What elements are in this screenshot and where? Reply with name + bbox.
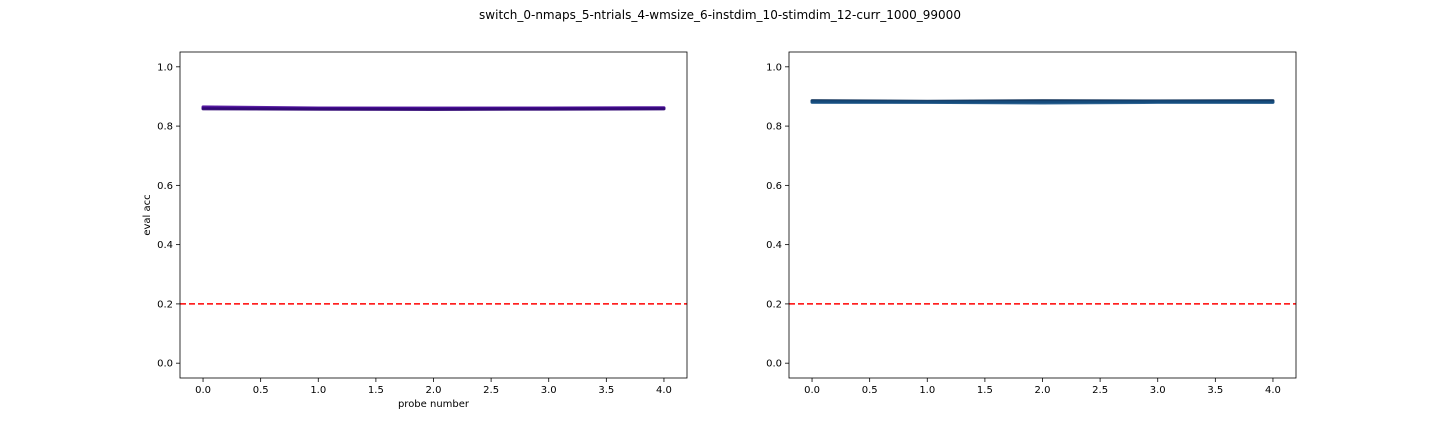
y-tick-label: 0.4 [157, 240, 173, 251]
x-tick-label: 1.0 [919, 385, 935, 396]
x-tick-label: 0.5 [862, 385, 878, 396]
x-axis-label: probe number [398, 399, 470, 410]
figure-suptitle: switch_0-nmaps_5-ntrials_4-wmsize_6-inst… [479, 8, 961, 22]
x-tick-label: 2.5 [1092, 385, 1108, 396]
y-tick-label: 1.0 [157, 62, 173, 73]
y-tick-label: 0.8 [766, 122, 782, 133]
y-tick-label: 0.6 [766, 181, 782, 192]
chart-panel-1: 0.0 0.5 1.0 1.5 2.0 2.5 3.0 3.5 4.0 0.0 0.2 0.4 0.6 0… [142, 51, 688, 410]
x-tick-label: 0.0 [804, 385, 820, 396]
y-tick-label: 1.0 [766, 62, 782, 73]
y-tick-label: 0.0 [766, 359, 782, 370]
y-tick-label: 0.0 [157, 359, 173, 370]
x-tick-label: 3.5 [598, 385, 614, 396]
x-tick-label: 2.5 [483, 385, 499, 396]
x-tick-label: 4.0 [1265, 385, 1281, 396]
axes-frame [179, 51, 688, 379]
y-tick-label: 0.2 [766, 299, 782, 310]
series-line-4 [201, 107, 666, 111]
x-tick-label: 3.0 [541, 385, 557, 396]
y-tick-label: 0.2 [157, 299, 173, 310]
x-tick-label: 2.0 [1035, 385, 1051, 396]
plot-area [180, 105, 687, 305]
plot-area [789, 99, 1296, 305]
x-tick-label: 0.0 [195, 385, 211, 396]
x-tick-label: 1.5 [368, 385, 384, 396]
y-tick-label: 0.8 [157, 122, 173, 133]
x-tick-label: 2.0 [426, 385, 442, 396]
x-tick-label: 0.5 [253, 385, 269, 396]
x-tick-label: 3.5 [1207, 385, 1223, 396]
x-tick-label: 3.0 [1150, 385, 1166, 396]
y-tick-label: 0.4 [766, 240, 782, 251]
chart-panel-2: 0.0 0.5 1.0 1.5 2.0 2.5 3.0 3.5 4.0 0.0 0.2 0.4 0.6 0… [766, 51, 1297, 396]
x-tick-label: 1.5 [977, 385, 993, 396]
x-tick-label: 1.0 [310, 385, 326, 396]
y-axis-label: eval acc [142, 194, 153, 235]
x-tick-label: 4.0 [656, 385, 672, 396]
y-tick-label: 0.6 [157, 181, 173, 192]
